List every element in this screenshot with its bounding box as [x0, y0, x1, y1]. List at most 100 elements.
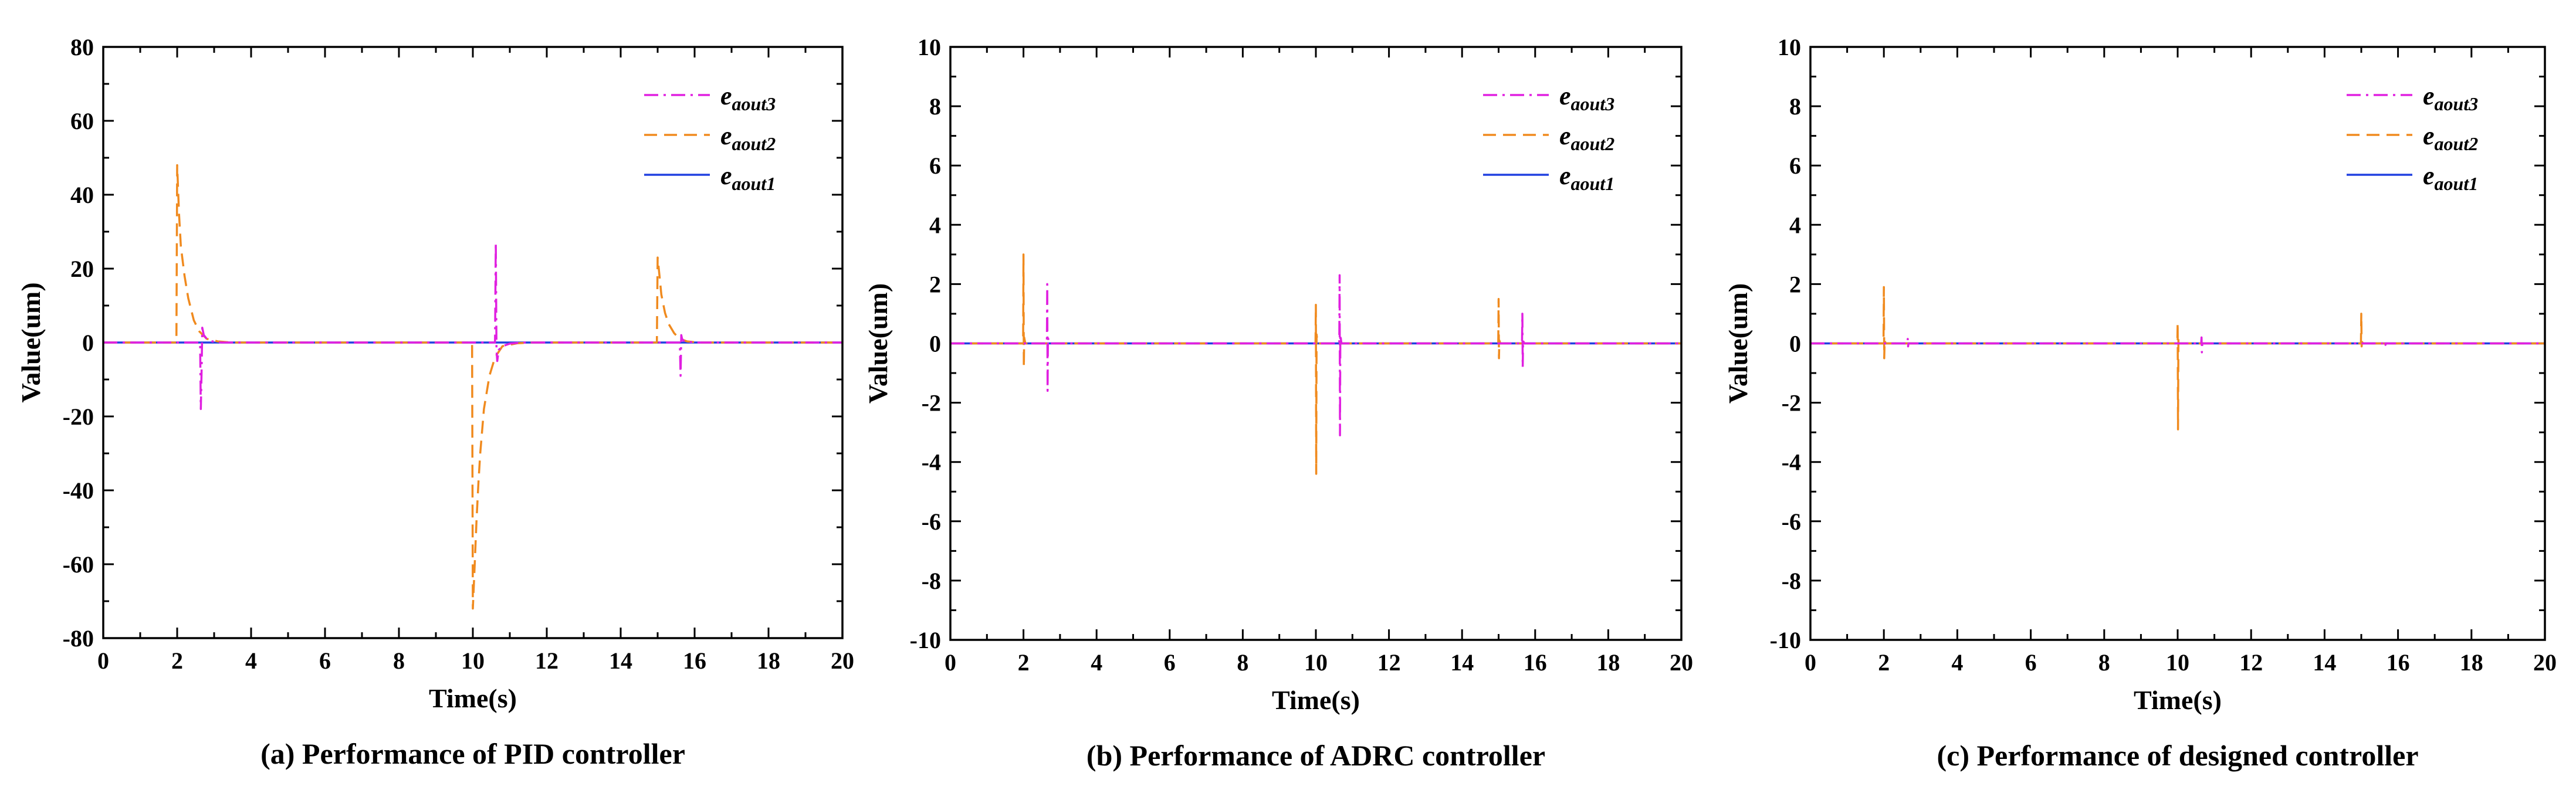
legend-base: e	[720, 82, 732, 110]
x-tick-label: 12	[2239, 649, 2263, 676]
y-tick-label: 2	[1789, 271, 1801, 297]
y-tick-label: -10	[1770, 627, 1801, 653]
y-tick-label: 0	[1789, 331, 1801, 357]
x-tick-label: 4	[1091, 649, 1102, 676]
y-tick-label: -8	[1782, 568, 1801, 594]
y-tick-label: 0	[929, 331, 941, 357]
legend-base: e	[2423, 82, 2435, 110]
y-axis-title: Value(um)	[16, 282, 46, 402]
x-tick-label: 2	[1018, 649, 1030, 676]
x-tick-label: 16	[683, 648, 706, 674]
chart-caption: (b) Performance of ADRC controller	[1086, 739, 1545, 772]
chart-caption: (a) Performance of PID controller	[260, 737, 685, 770]
legend-label: eaout1	[720, 161, 776, 194]
legend-label: eaout2	[1559, 121, 1614, 154]
legend-subscript: aout1	[2435, 173, 2479, 194]
legend-subscript: aout3	[2435, 93, 2479, 114]
y-tick-label: -80	[63, 625, 94, 652]
y-tick-label: 4	[929, 212, 941, 238]
legend-base: e	[1559, 161, 1571, 190]
x-tick-label: 4	[245, 648, 257, 674]
legend-label: eaout2	[720, 121, 776, 154]
y-tick-label: 6	[1789, 152, 1801, 179]
x-tick-label: 14	[1450, 649, 1474, 676]
y-tick-label: -6	[922, 509, 941, 535]
legend-label: eaout3	[2423, 82, 2478, 114]
y-tick-label: 60	[70, 108, 94, 134]
y-tick-label: 40	[70, 182, 94, 208]
y-tick-label: 8	[1789, 93, 1801, 120]
x-tick-label: 0	[97, 648, 109, 674]
series-line-aout2	[103, 164, 842, 610]
x-tick-label: 10	[1304, 649, 1328, 676]
y-tick-label: 2	[929, 271, 941, 297]
x-tick-label: 18	[757, 648, 780, 674]
x-tick-label: 12	[535, 648, 558, 674]
y-tick-label: -6	[1782, 509, 1801, 535]
x-tick-label: 18	[2460, 649, 2483, 676]
x-tick-label: 20	[2533, 649, 2557, 676]
chart-panels: 0 2 4 6 8 10 12 14 16 18 20-80-60-40-20020406080ea…	[16, 34, 2557, 772]
chart-panel: 0 2 4 6 8 10 12 14 16 18 20-10-8-6-4-20246810eaout…	[863, 34, 1693, 772]
legend-base: e	[2423, 161, 2435, 190]
legend-subscript: aout1	[732, 173, 776, 194]
x-tick-label: 8	[393, 648, 405, 674]
chart-caption: (c) Performance of designed controller	[1937, 739, 2418, 772]
legend-subscript: aout3	[732, 93, 776, 114]
x-tick-label: 8	[1237, 649, 1248, 676]
x-tick-label: 0	[945, 649, 956, 676]
legend-base: e	[1559, 82, 1571, 110]
x-tick-label: 2	[171, 648, 183, 674]
legend-base: e	[720, 161, 732, 190]
chart-panel: 0 2 4 6 8 10 12 14 16 18 20-80-60-40-20020406080ea…	[16, 34, 854, 770]
x-tick-label: 0	[1805, 649, 1816, 676]
x-tick-label: 2	[1878, 649, 1890, 676]
x-tick-label: 14	[609, 648, 632, 674]
x-axis-title: Time(s)	[2134, 685, 2222, 715]
series-group	[103, 164, 842, 610]
plot-frame	[1809, 46, 2546, 641]
legend-subscript: aout2	[732, 133, 776, 154]
series-line-aout3	[103, 242, 842, 411]
x-tick-label: 18	[1596, 649, 1620, 676]
legend-label: eaout2	[2423, 121, 2478, 154]
legend-subscript: aout2	[1571, 133, 1615, 154]
series-line-aout2	[950, 253, 1681, 475]
plot-frame	[102, 46, 844, 639]
y-axis-title: Value(um)	[1723, 283, 1753, 404]
series-group	[950, 253, 1681, 475]
legend-subscript: aout1	[1571, 173, 1615, 194]
y-tick-label: 10	[918, 34, 941, 60]
legend-label: eaout3	[720, 82, 776, 114]
y-tick-label: 6	[929, 152, 941, 179]
legend-base: e	[2423, 121, 2435, 150]
legend-label: eaout1	[2423, 161, 2478, 194]
legend-base: e	[1559, 121, 1571, 150]
series-line-aout3	[950, 274, 1681, 436]
x-axis-title: Time(s)	[1272, 685, 1360, 715]
x-tick-label: 16	[2387, 649, 2410, 676]
x-tick-label: 20	[1670, 649, 1693, 676]
y-tick-label: 8	[929, 93, 941, 120]
x-tick-label: 10	[2166, 649, 2189, 676]
x-tick-label: 8	[2098, 649, 2110, 676]
y-tick-label: -2	[1782, 390, 1801, 416]
y-tick-label: -20	[63, 404, 94, 430]
y-tick-label: -4	[922, 449, 941, 476]
y-axis-title: Value(um)	[863, 283, 893, 404]
series-line-aout2	[1810, 286, 2545, 430]
plot-frame	[949, 46, 1683, 641]
x-tick-label: 6	[1164, 649, 1176, 676]
legend-subscript: aout3	[1571, 93, 1615, 114]
x-tick-label: 6	[2025, 649, 2037, 676]
y-tick-label: -2	[922, 390, 941, 416]
x-tick-label: 10	[461, 648, 485, 674]
series-line-aout3	[1810, 336, 2545, 354]
y-tick-label: -60	[63, 551, 94, 578]
legend-label: eaout1	[1559, 161, 1614, 194]
y-tick-label: 20	[70, 256, 94, 282]
legend-base: e	[720, 121, 732, 150]
x-axis-title: Time(s)	[429, 683, 517, 713]
x-tick-label: 12	[1377, 649, 1401, 676]
